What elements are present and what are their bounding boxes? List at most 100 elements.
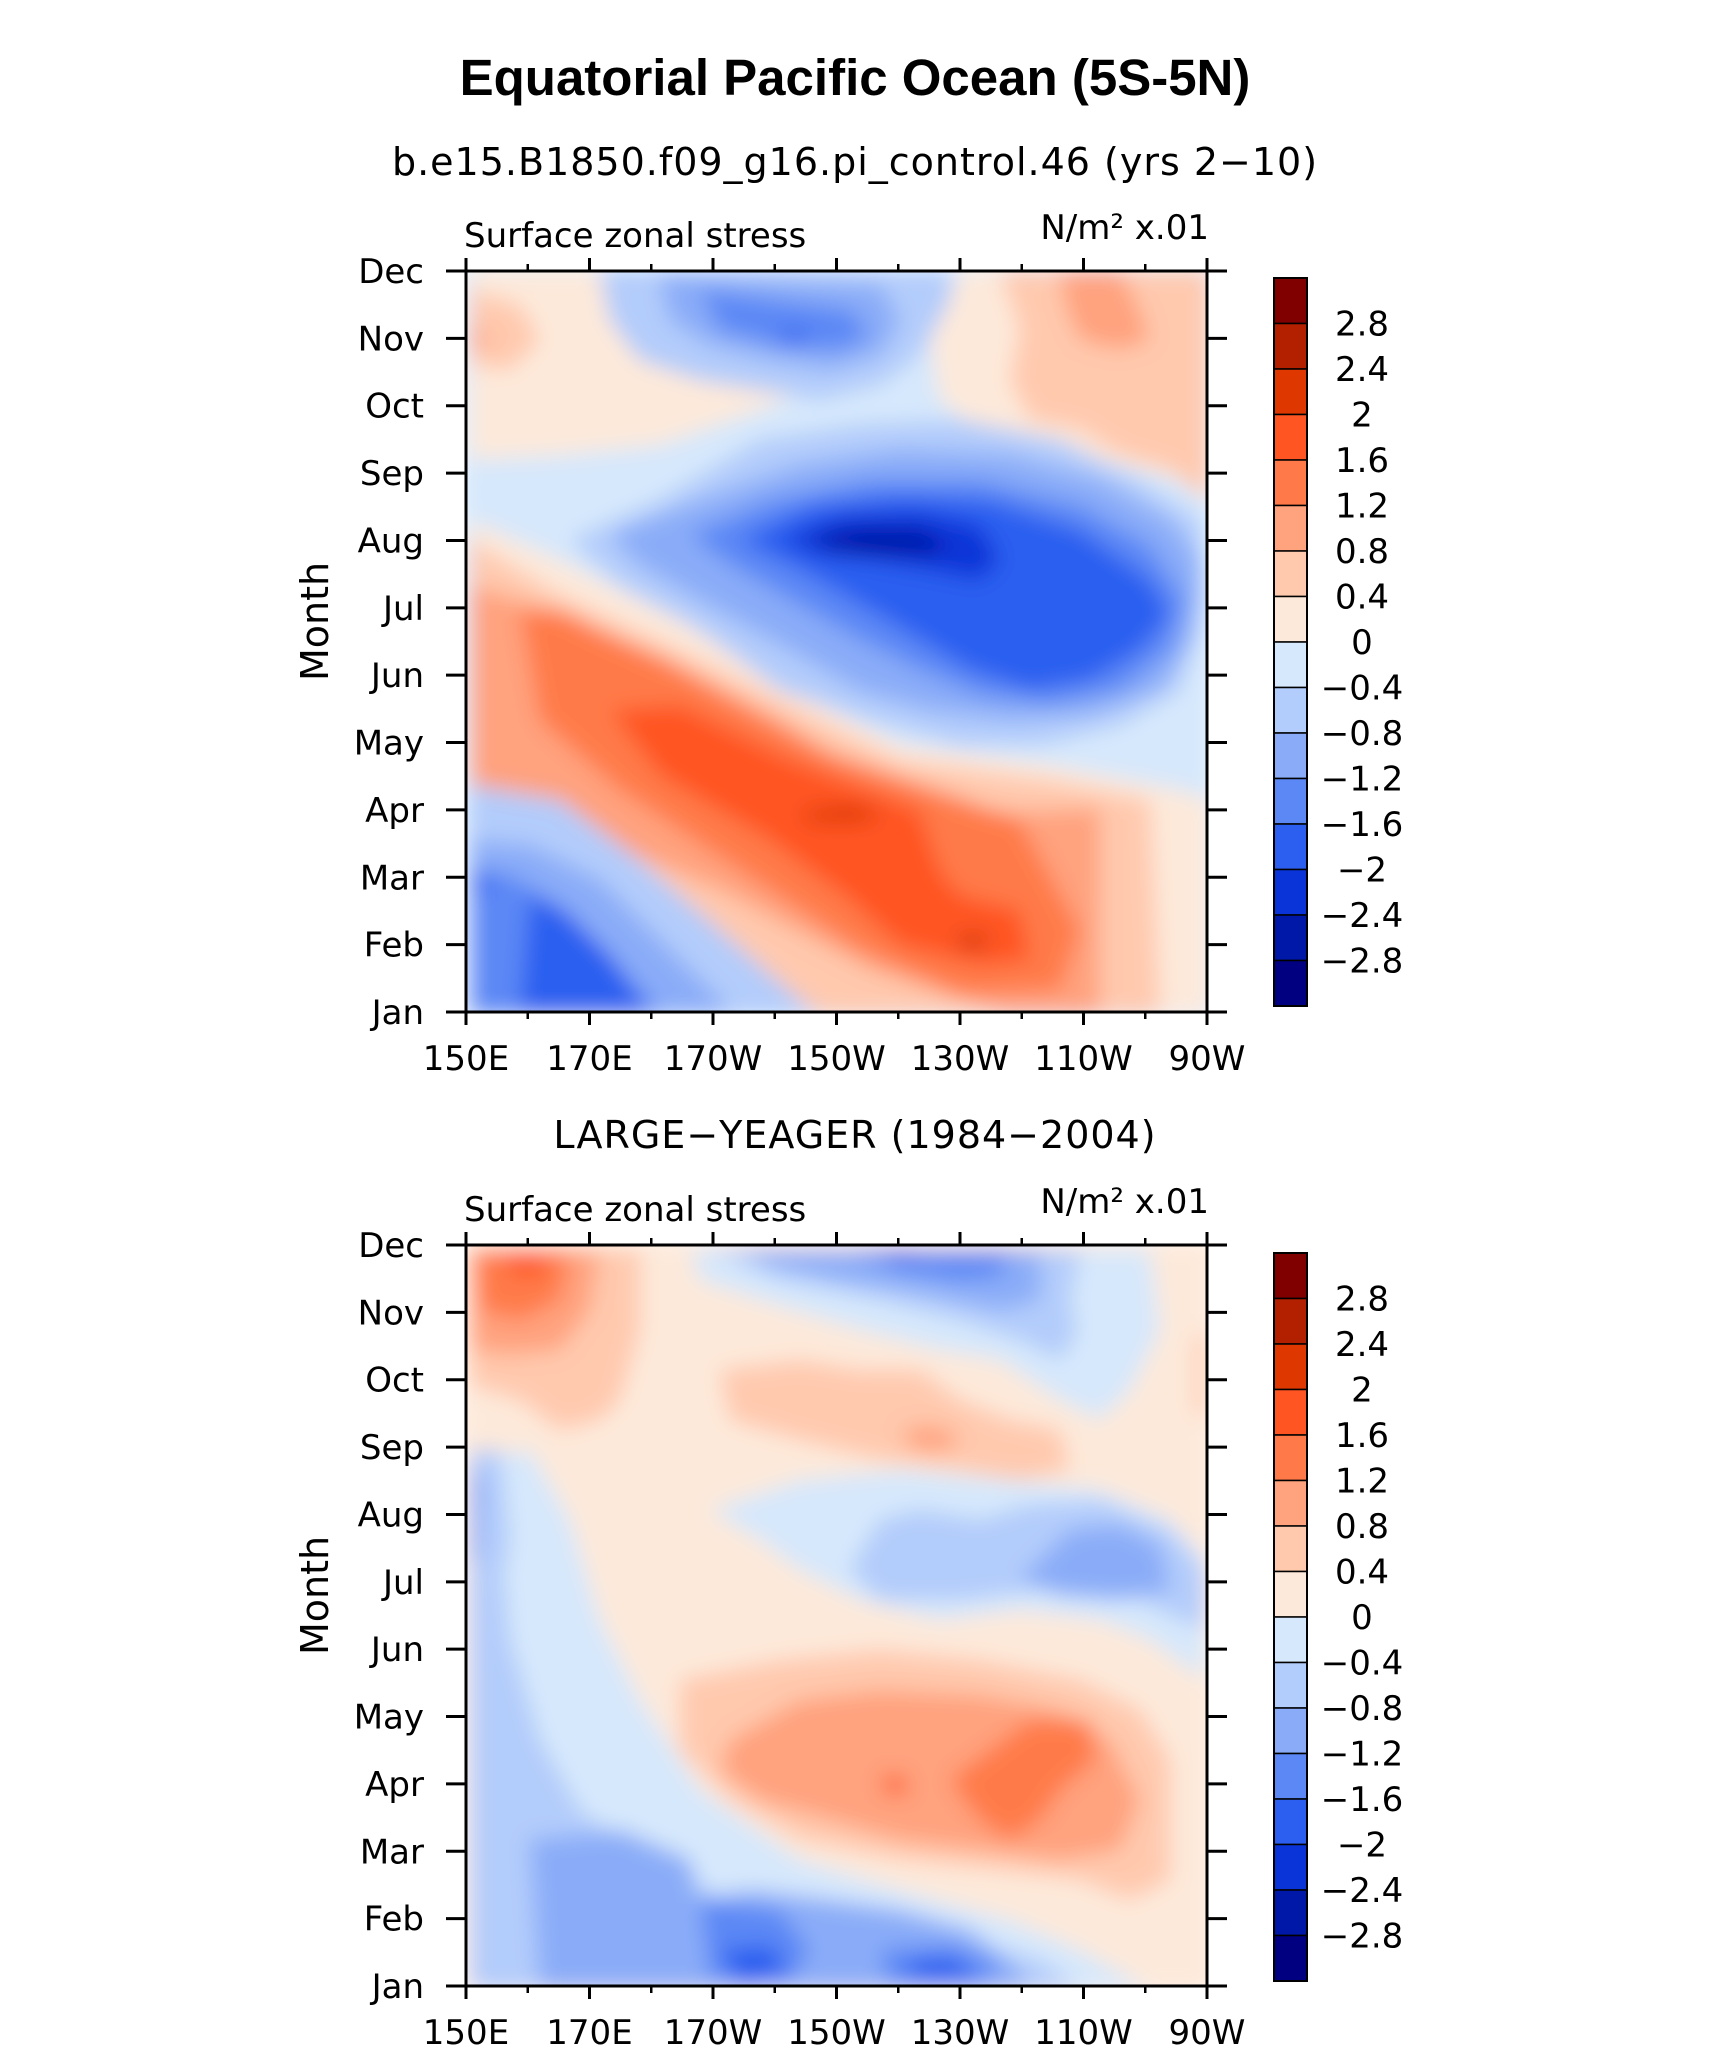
colorbar-swatch xyxy=(1273,1525,1308,1573)
colorbar-swatch xyxy=(1273,368,1308,416)
x-tick-label: 110W xyxy=(1034,1039,1133,1079)
panel2-nw-pos-1.2 xyxy=(475,1250,570,1320)
colorbar-label: −1.6 xyxy=(1321,805,1404,845)
units-label: N/m² x.01 xyxy=(1040,208,1209,248)
colorbar-swatch xyxy=(1273,1388,1308,1436)
panel1-contour-field xyxy=(466,271,1207,1012)
colorbar-label: −0.4 xyxy=(1321,1644,1404,1684)
panel2-n-neg-2.0 xyxy=(880,1250,920,1262)
panel1-pos-1.6 xyxy=(610,705,1030,965)
colorbar-swatch xyxy=(1273,1752,1308,1800)
y-tick-label: Dec xyxy=(358,252,424,292)
y-tick-label: Jun xyxy=(369,656,424,696)
colorbar-label: 0.8 xyxy=(1335,1507,1389,1547)
colorbar-label: 1.6 xyxy=(1335,441,1389,481)
panel2-c-neg-1.2 xyxy=(1020,1525,1170,1600)
y-tick-label: Nov xyxy=(358,1293,424,1333)
colorbar-label: 2.4 xyxy=(1335,350,1389,390)
panel2-nw-pos-1.6 xyxy=(500,1250,550,1275)
colorbar-swatch xyxy=(1273,1843,1308,1891)
panel1-n-neg-1.2 xyxy=(700,290,870,350)
colorbar-label: −2 xyxy=(1337,1826,1387,1866)
colorbar-swatch xyxy=(1273,1343,1308,1391)
colorbar-swatch xyxy=(1273,686,1308,734)
colorbar-swatch xyxy=(1273,595,1308,643)
colorbar-label: 1.2 xyxy=(1335,487,1389,527)
colorbar-label: 0 xyxy=(1351,1598,1373,1638)
panel1-nw-0.8 xyxy=(470,328,490,345)
panel2-subtitle: LARGE−YEAGER (1984−2004) xyxy=(553,1113,1157,1157)
y-tick-label: Apr xyxy=(365,1765,424,1805)
panel1-sw-neg-1.6 xyxy=(520,895,648,1012)
y-tick-label: Dec xyxy=(358,1226,424,1266)
panel2-c-pos-0.8 xyxy=(900,1425,960,1450)
panel1-ne-0.4 xyxy=(1000,271,1207,498)
colorbar-label: 2 xyxy=(1351,396,1373,436)
colorbar-swatch xyxy=(1273,1889,1308,1937)
colorbar-swatch xyxy=(1273,459,1308,507)
colorbar-label: 2 xyxy=(1351,1371,1373,1411)
colorbar-label: −0.8 xyxy=(1321,714,1404,754)
panel1-pos-2.4a xyxy=(800,805,885,822)
panel2-s-pos-1.2 xyxy=(950,1720,1095,1840)
panel1-subtitle: b.e15.B1850.f09_g16.pi_control.46 (yrs 2… xyxy=(391,140,1319,184)
colorbar-label: −0.4 xyxy=(1321,669,1404,709)
colorbar-swatch xyxy=(1273,868,1308,916)
colorbar-label: −2 xyxy=(1337,851,1387,891)
colorbar-swatch xyxy=(1273,322,1308,370)
colorbar-swatch xyxy=(1273,504,1308,552)
colorbar-swatch xyxy=(1273,1434,1308,1482)
colorbar-frame xyxy=(1273,1252,1308,1982)
colorbar-swatch xyxy=(1273,1661,1308,1709)
x-tick-label: 150W xyxy=(787,1039,886,1079)
panel2-e-pos xyxy=(1195,1330,1207,1420)
colorbar-swatch xyxy=(1273,914,1308,962)
y-tick-label: Mar xyxy=(360,858,424,898)
y-tick-label: Jul xyxy=(381,1563,424,1603)
x-tick-label: 150E xyxy=(423,1039,509,1079)
y-tick-label: Aug xyxy=(358,1495,424,1535)
colorbar-label: −1.2 xyxy=(1321,1735,1404,1775)
y-tick-label: Oct xyxy=(365,387,424,427)
panel2-contour-field xyxy=(466,1245,1207,1986)
colorbar-frame xyxy=(1273,277,1308,1007)
colorbar-label: −1.2 xyxy=(1321,760,1404,800)
colorbar-swatch xyxy=(1273,413,1308,461)
colorbar-swatch xyxy=(1273,732,1308,780)
y-tick-label: Jan xyxy=(370,1967,424,2007)
colorbar-label: 2.8 xyxy=(1335,305,1389,345)
y-axis-title: Month xyxy=(293,562,337,681)
y-tick-label: Feb xyxy=(364,1900,424,1940)
colorbar-1: 2.8 2.4 2 1.6 1.2 0.8 0.4 0 −0.4 −0.8 −1.2 −1.6 −2 −2… xyxy=(1273,277,1404,1007)
colorbar-swatch xyxy=(1273,1798,1308,1846)
y-tick-label: Nov xyxy=(358,319,424,359)
panel1-n-neg-1.6 xyxy=(770,330,815,345)
colorbar-swatch xyxy=(1273,959,1308,1007)
x-tick-label: 130W xyxy=(911,2013,1010,2053)
colorbar-swatch xyxy=(1273,1707,1308,1755)
colorbar-swatch xyxy=(1273,1570,1308,1618)
panel1-axes: 150E 170E 170W 150W 130W 110W 90W Jan Feb Mar Apr M… xyxy=(293,208,1245,1079)
colorbar-label: 0 xyxy=(1351,623,1373,663)
colorbar-swatch xyxy=(1273,823,1308,871)
chart-title: Equatorial Pacific Ocean (5S-5N) xyxy=(459,49,1251,106)
panel1-c-neg-2.4 xyxy=(810,528,950,555)
colorbar-swatch xyxy=(1273,1252,1308,1300)
colorbar-swatch xyxy=(1273,777,1308,825)
variable-label: Surface zonal stress xyxy=(464,1190,806,1230)
x-tick-label: 150E xyxy=(423,2013,509,2053)
panel2-l-neg-0.8 xyxy=(470,1470,485,1560)
colorbar-swatch xyxy=(1273,1479,1308,1527)
colorbar-label: −0.8 xyxy=(1321,1689,1404,1729)
y-tick-label: Sep xyxy=(360,454,424,494)
colorbar-label: −1.6 xyxy=(1321,1780,1404,1820)
x-tick-label: 150W xyxy=(787,2013,886,2053)
units-label: N/m² x.01 xyxy=(1040,1182,1209,1222)
x-tick-label: 90W xyxy=(1169,2013,1246,2053)
panel1-w-neg-1.6 xyxy=(470,875,495,888)
y-axis-title: Month xyxy=(293,1536,337,1655)
colorbar-label: −2.8 xyxy=(1321,942,1404,982)
x-tick-label: 110W xyxy=(1034,2013,1133,2053)
x-tick-label: 170E xyxy=(546,1039,632,1079)
x-tick-label: 170E xyxy=(546,2013,632,2053)
